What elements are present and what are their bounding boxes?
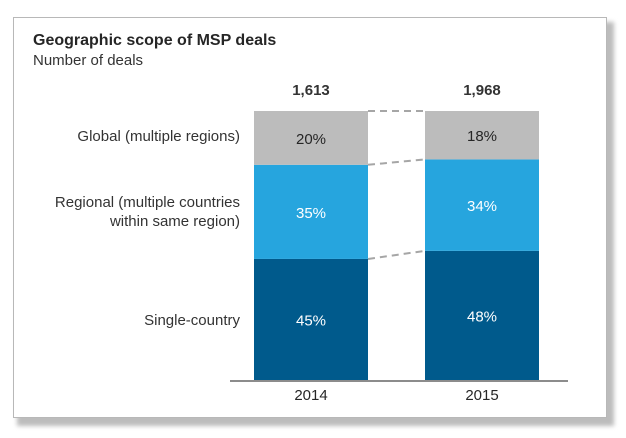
data-label-2014-0: 45% [296,312,326,329]
legend-label-single: Single-country [144,312,240,329]
x-tick-label-2015: 2015 [465,387,498,404]
total-label-2015: 1,968 [463,82,501,99]
legend-label-global: Global (multiple regions) [77,128,240,145]
chart-subtitle: Number of deals [33,52,144,69]
bar-segment-2014-0 [254,258,368,380]
data-label-2014-2: 20% [296,131,326,148]
data-label-2015-0: 48% [467,308,497,325]
total-label-2014: 1,613 [292,82,330,99]
connector-line-0 [367,249,426,260]
bar-segment-2015-1 [425,159,539,251]
bar-segment-2015-2 [425,111,539,160]
chart-title: Geographic scope of MSP deals [33,32,277,49]
legend-label-regional: Regional (multiple countries within same… [55,193,240,231]
x-tick-label-2014: 2014 [294,387,327,404]
data-label-2015-1: 34% [467,198,497,215]
bar-segment-2014-1 [254,164,368,259]
bar-segment-2015-0 [425,250,539,380]
connector-line-1 [367,158,426,166]
legend-label-regional-line2: within same region) [109,213,240,230]
data-label-2014-1: 35% [296,205,326,222]
legend-label-regional-line1: Regional (multiple countries [54,194,240,211]
bar-segment-2014-2 [254,111,368,165]
data-label-2015-2: 18% [467,128,497,145]
